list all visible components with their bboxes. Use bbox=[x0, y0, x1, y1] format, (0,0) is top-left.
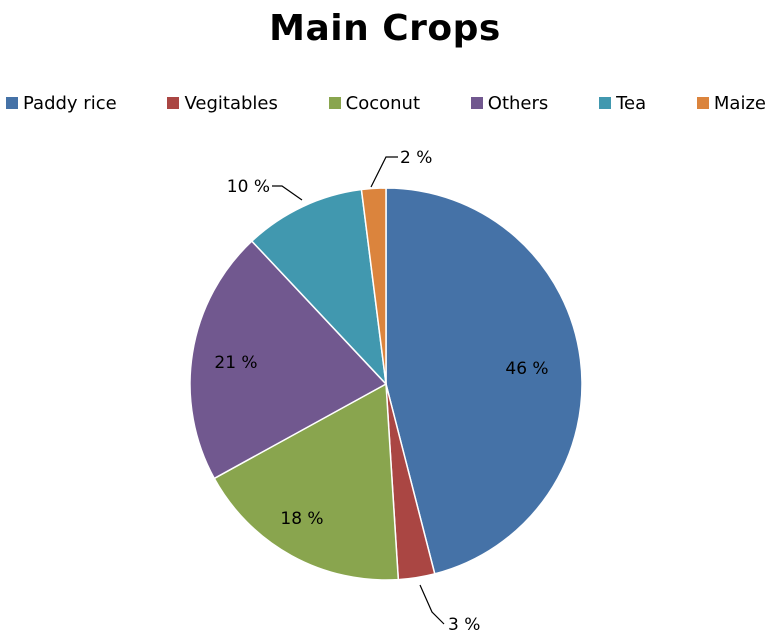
legend-label-vegitables: Vegitables bbox=[184, 92, 278, 114]
legend-item-vegitables: Vegitables bbox=[167, 92, 278, 114]
pie-slice-paddy-rice bbox=[385, 187, 583, 575]
data-label-tea: 10 % bbox=[227, 177, 270, 197]
legend-swatch-coconut bbox=[328, 97, 341, 109]
legend-item-others: Others bbox=[470, 92, 549, 114]
leader-line-vegitables bbox=[419, 584, 445, 625]
legend-label-maize: Maize bbox=[713, 92, 766, 114]
legend-item-tea: Tea bbox=[599, 93, 646, 114]
pie-slices bbox=[189, 187, 583, 581]
leader-line-maize bbox=[370, 156, 398, 188]
data-label-coconut: 18 % bbox=[280, 509, 323, 529]
legend-label-others: Others bbox=[487, 92, 549, 114]
legend-swatch-tea bbox=[599, 97, 612, 109]
legend-swatch-maize bbox=[696, 97, 709, 109]
data-label-vegitables: 3 % bbox=[448, 615, 480, 633]
data-labels: 46 % 3 % 18 % 21 % 10 % 2 % bbox=[214, 148, 548, 633]
pie-slice-coconut bbox=[213, 382, 400, 581]
legend-swatch-others bbox=[470, 97, 483, 109]
legend-label-coconut: Coconut bbox=[345, 92, 421, 114]
legend-swatch-paddy-rice bbox=[6, 97, 18, 109]
data-label-maize: 2 % bbox=[400, 148, 432, 168]
data-label-paddy-rice: 46 % bbox=[505, 359, 548, 379]
legend-swatch-vegitables bbox=[167, 97, 180, 109]
leader-line-tea bbox=[272, 185, 303, 201]
legend-item-maize: Maize bbox=[696, 92, 766, 114]
data-label-others: 21 % bbox=[214, 353, 257, 373]
legend-item-coconut: Coconut bbox=[328, 92, 421, 114]
legend: Paddy rice Vegitables Coconut Others Tea Maiz… bbox=[6, 90, 766, 116]
legend-label-paddy-rice: Paddy rice bbox=[23, 92, 117, 114]
pie-slice-others bbox=[189, 240, 388, 480]
legend-item-paddy-rice: Paddy rice bbox=[6, 93, 117, 114]
pie-slice-maize bbox=[360, 187, 387, 385]
leader-lines bbox=[272, 156, 445, 625]
legend-label-tea: Tea bbox=[616, 92, 647, 114]
pie-slice-tea bbox=[250, 188, 388, 387]
chart-title: Main Crops bbox=[269, 8, 501, 49]
